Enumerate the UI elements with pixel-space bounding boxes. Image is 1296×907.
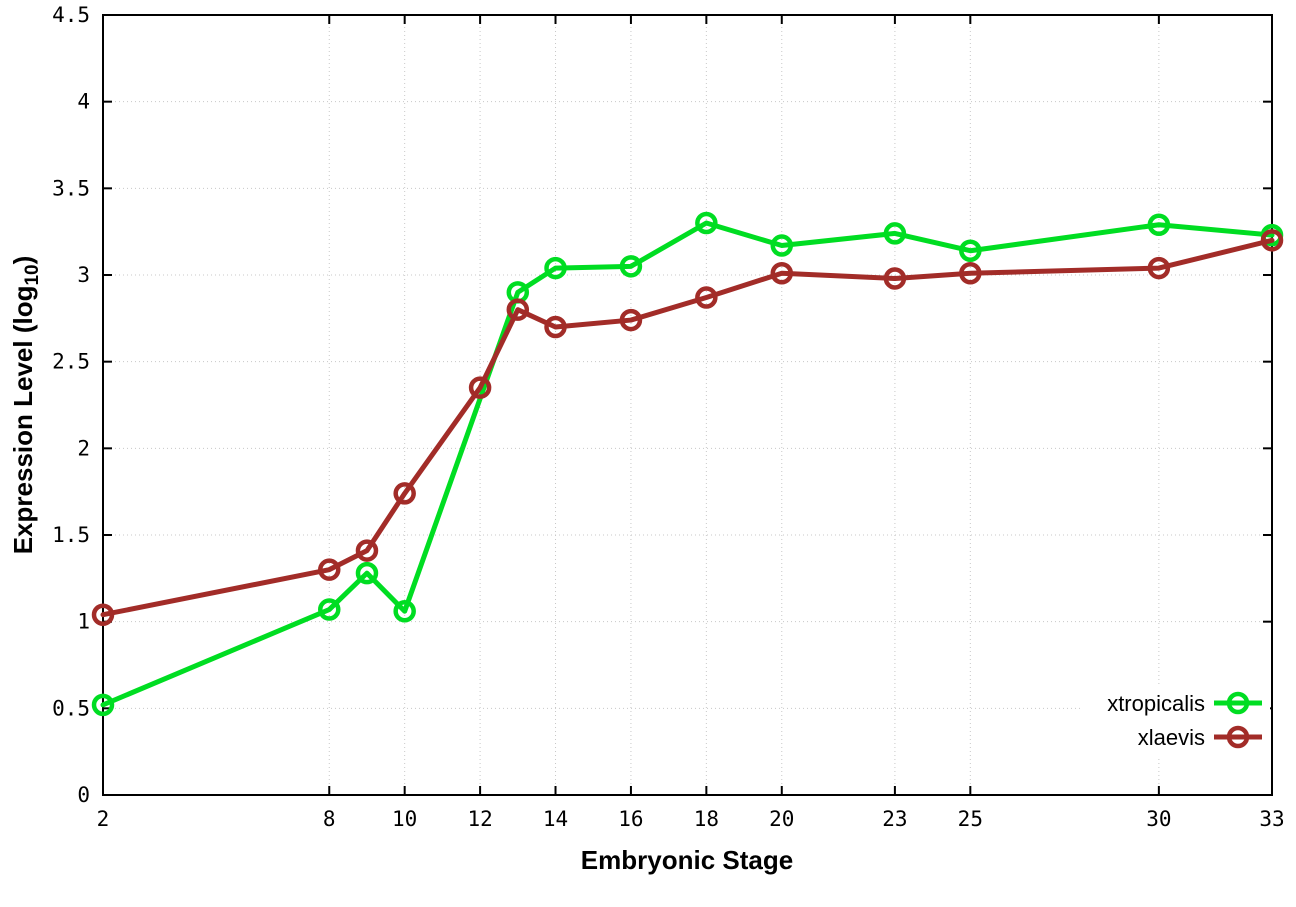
data-point-xlaevis <box>619 308 643 332</box>
y-tick-label: 1 <box>77 610 90 634</box>
data-point-xlaevis <box>318 558 341 581</box>
data-point-xlaevis <box>883 267 907 290</box>
x-tick-label: 8 <box>323 807 336 831</box>
x-axis-title: Embryonic Stage <box>581 845 793 875</box>
gridlines <box>103 15 1272 795</box>
y-tick-label: 1.5 <box>52 523 90 547</box>
data-point-xlaevis <box>506 298 530 321</box>
data-point-xtropicalis <box>959 239 982 262</box>
data-point-xlaevis <box>1260 229 1284 252</box>
y-tick-label: 3.5 <box>52 176 90 200</box>
x-tick-label: 23 <box>882 807 907 831</box>
series-line-xlaevis <box>100 237 1275 618</box>
legend-marker-xlaevis <box>1226 725 1250 749</box>
y-tick-label: 0.5 <box>52 696 90 720</box>
x-tick-label: 16 <box>618 807 643 831</box>
x-tick-label: 18 <box>694 807 719 831</box>
data-point-xtropicalis <box>1147 213 1171 236</box>
y-axis-title: Expression Level (log10) <box>8 256 43 555</box>
data-point-xtropicalis <box>883 222 907 245</box>
tick-labels: 2 8 10 12 14 16 18 20 23 25 30 33 0 0.5 1 1.5 2 2.5 3 3.5 4 4… <box>52 3 1285 831</box>
data-point-xlaevis <box>959 262 982 285</box>
data-point-xlaevis <box>468 376 492 399</box>
x-tick-label: 33 <box>1259 807 1284 831</box>
data-point-xtropicalis <box>770 234 794 257</box>
data-point-xlaevis <box>770 262 794 285</box>
data-point-xtropicalis <box>318 598 341 621</box>
data-point-xlaevis <box>695 286 718 309</box>
data-point-xlaevis <box>1147 256 1171 280</box>
data-point-xlaevis <box>91 603 115 626</box>
data-series <box>91 211 1284 717</box>
x-tick-label: 14 <box>543 807 568 831</box>
plot-frame <box>102 14 1273 796</box>
legend-label-xtropicalis: xtropicalis <box>1107 691 1205 716</box>
data-point-xtropicalis <box>544 256 567 280</box>
data-point-xlaevis <box>355 539 379 562</box>
legend: xtropicalis xlaevis <box>1082 686 1270 756</box>
y-tick-label: 4.5 <box>52 3 90 27</box>
data-point-xlaevis <box>544 315 567 339</box>
y-tick-label: 2.5 <box>52 350 90 374</box>
y-tick-label: 3 <box>77 263 90 287</box>
legend-label-xlaevis: xlaevis <box>1138 725 1205 750</box>
series-line-xtropicalis <box>100 220 1275 708</box>
x-tick-label: 30 <box>1146 807 1171 831</box>
x-tick-label: 10 <box>392 807 417 831</box>
x-tick-label: 25 <box>958 807 983 831</box>
legend-marker-xtropicalis <box>1226 691 1250 715</box>
x-tick-label: 2 <box>97 807 110 831</box>
data-point-xtropicalis <box>619 255 643 278</box>
data-point-xtropicalis <box>355 561 379 585</box>
y-tick-label: 2 <box>77 436 90 460</box>
y-tick-label: 0 <box>77 783 90 807</box>
x-tick-label: 12 <box>467 807 492 831</box>
data-point-xlaevis <box>393 482 416 505</box>
x-tick-label: 20 <box>769 807 794 831</box>
plot-border <box>102 14 1273 796</box>
y-tick-label: 4 <box>77 90 90 114</box>
data-point-xtropicalis <box>91 693 115 717</box>
axis-ticks <box>102 14 1273 796</box>
data-point-xtropicalis <box>695 211 718 235</box>
data-point-xtropicalis <box>393 600 416 623</box>
